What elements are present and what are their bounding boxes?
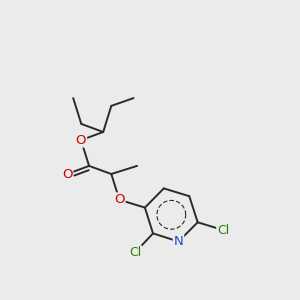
Text: O: O xyxy=(76,134,86,147)
Text: N: N xyxy=(174,235,183,248)
Text: Cl: Cl xyxy=(129,246,141,259)
Text: O: O xyxy=(62,167,73,181)
Text: O: O xyxy=(114,193,125,206)
Text: Cl: Cl xyxy=(217,224,229,237)
